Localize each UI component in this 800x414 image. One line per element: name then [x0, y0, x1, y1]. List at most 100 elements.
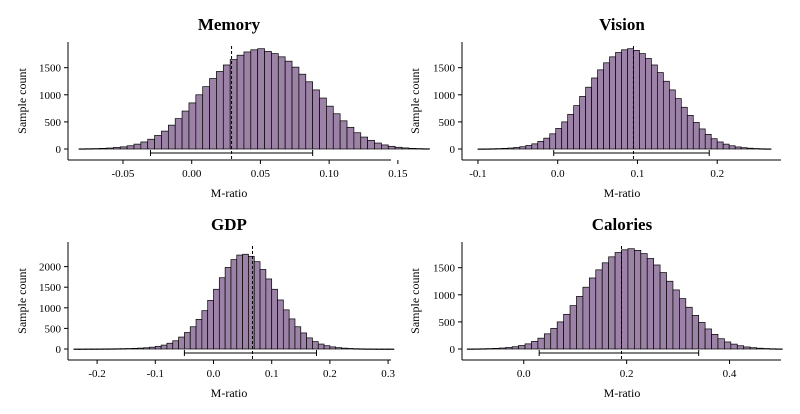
chart-panel-gdp: GDP 0 500 1000 1500 2000 -0.2 -0.1 0.0 0.1 0.2 0.3 M… [15, 215, 395, 400]
histogram-bar [621, 49, 628, 150]
y-tick-label: 1000 [39, 303, 62, 315]
histogram-bar [543, 137, 551, 150]
histogram-bar [573, 105, 580, 150]
histogram-bar [769, 348, 777, 350]
histogram-bar [78, 148, 87, 150]
histogram-bar [758, 148, 766, 150]
histogram-bar [119, 146, 128, 150]
histogram-bar [253, 261, 261, 350]
y-axis-label: Sample count [15, 268, 29, 334]
histogram-bar [685, 306, 693, 350]
histogram-bar [555, 128, 563, 150]
histogram-bar [603, 62, 610, 150]
histogram-bar [679, 298, 687, 350]
x-tick-label: 0.0 [207, 368, 221, 380]
histogram-bar [728, 145, 736, 150]
y-axis-label: Sample count [408, 68, 422, 134]
histogram-bar [207, 300, 214, 350]
histogram-bar [569, 305, 577, 350]
x-tick-label: -0.1 [469, 168, 486, 180]
histogram-bar [381, 348, 389, 350]
histogram-bar [332, 113, 341, 150]
histogram-bar [85, 148, 94, 150]
histogram-bar [288, 318, 296, 350]
chart-panel-vision: Vision 0 500 1000 1500 -0.1 0.0 0.1 0.2 M-ratio Sa… [408, 15, 781, 200]
y-tick-label: 0 [450, 144, 456, 156]
histogram-bar [195, 94, 204, 150]
chart-title: GDP [211, 215, 247, 234]
x-axis-label: M-ratio [211, 186, 248, 200]
y-tick-label: 1000 [433, 290, 456, 302]
histogram-bar [549, 133, 557, 150]
histogram-bar [360, 136, 368, 150]
histogram-bar [680, 106, 688, 150]
histogram-bar [486, 348, 494, 350]
histogram-bar [236, 54, 245, 150]
histogram-bar [762, 348, 770, 350]
chart-title: Memory [198, 15, 261, 34]
histogram-bar [201, 310, 209, 350]
histogram-bar [668, 89, 676, 150]
histogram-bar [686, 115, 694, 150]
y-tick-label: 0 [450, 344, 456, 356]
histogram-bar [543, 333, 552, 350]
histogram-bar [189, 326, 197, 350]
histogram-bar [479, 348, 487, 350]
histogram-bar [627, 248, 635, 350]
histogram-bar [505, 347, 513, 350]
histogram-bar [216, 71, 224, 150]
histogram-bar [230, 259, 238, 350]
histogram-bar [120, 348, 127, 350]
y-tick-label: 0 [56, 144, 62, 156]
histogram-bar [209, 78, 217, 150]
histogram-bar [222, 64, 231, 150]
histogram-bar [284, 60, 293, 150]
histogram-bar [213, 288, 220, 350]
histogram-bar [752, 148, 760, 150]
histogram-bar [477, 148, 485, 150]
histogram-bar [764, 148, 772, 150]
histogram-bar [473, 348, 481, 350]
histogram-bar [698, 322, 706, 350]
histogram-bar [178, 336, 185, 350]
histogram-bar [329, 346, 337, 350]
histogram-bar [202, 86, 210, 150]
histogram-bar [582, 286, 590, 350]
x-tick-label: -0.05 [112, 168, 135, 180]
histogram-bar [567, 113, 574, 150]
y-tick-label: 1500 [433, 263, 456, 275]
histogram-bar [154, 345, 162, 350]
x-axis-label: M-ratio [604, 186, 641, 200]
histogram-bar [294, 326, 302, 350]
histogram-bar [634, 249, 642, 350]
histogram-bar [277, 299, 284, 350]
histogram-bar [126, 145, 135, 150]
histogram-bar [585, 86, 592, 150]
histogram-bar [236, 254, 243, 350]
histogram-bar [483, 148, 491, 150]
y-tick-label: 1500 [39, 282, 62, 294]
histogram-bar [106, 147, 114, 150]
histogram-bar [537, 141, 545, 150]
histogram-bar [498, 347, 507, 350]
y-tick-label: 2000 [39, 262, 62, 274]
histogram-bar [614, 252, 622, 350]
histogram-bar [167, 124, 176, 150]
histogram-bar [277, 56, 286, 150]
histogram-bar [143, 347, 150, 350]
histogram-bar [579, 96, 586, 150]
histogram-bar [319, 97, 327, 150]
histogram-bar [775, 348, 783, 350]
histogram-bar [561, 121, 569, 150]
histogram-bar [131, 347, 139, 350]
y-tick-label: 500 [439, 317, 456, 329]
histogram-bar [704, 134, 712, 150]
histogram-bar [352, 348, 360, 350]
histogram-bar [415, 148, 423, 150]
histogram-bar [137, 347, 145, 350]
histogram-bar [537, 337, 545, 350]
x-axis-label: M-ratio [604, 386, 641, 400]
histogram-bar [711, 334, 719, 350]
histogram-bar [524, 343, 532, 350]
histogram-bar [531, 143, 539, 150]
